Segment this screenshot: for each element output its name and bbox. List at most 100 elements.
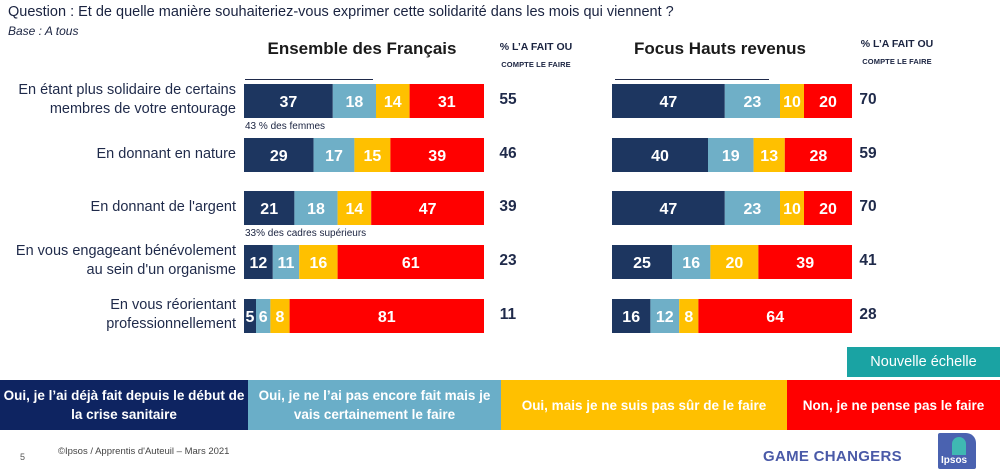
bar-segment bbox=[710, 245, 759, 279]
bar-segment bbox=[256, 299, 271, 333]
bar-value-label: 12 bbox=[250, 255, 268, 272]
bar-segment bbox=[612, 191, 725, 225]
bar-segment bbox=[753, 138, 785, 172]
total-value: 11 bbox=[499, 306, 517, 323]
annotation-women: 43 % des femmes bbox=[245, 121, 326, 132]
category-label-line: En vous réorientant bbox=[110, 297, 236, 313]
right-panel-title: Focus Hauts revenus bbox=[634, 39, 806, 58]
bar-value-label: 23 bbox=[744, 201, 762, 218]
bar-value-label: 37 bbox=[280, 94, 298, 111]
bar-segment bbox=[354, 138, 391, 172]
bar-segment bbox=[804, 84, 852, 118]
bar-value-label: 31 bbox=[438, 94, 456, 111]
bar-value-label: 16 bbox=[622, 309, 640, 326]
left-title-rule bbox=[245, 79, 373, 80]
bar-value-label: 20 bbox=[819, 94, 837, 111]
pct-header-line2: COMPTE LE FAIRE bbox=[862, 57, 932, 66]
category-label: En vous engageant bénévolement au sein d'… bbox=[0, 242, 236, 280]
game-changers-tagline: GAME CHANGERS bbox=[763, 448, 902, 465]
legend-label: Oui, je l’ai déjà fait depuis le début d… bbox=[3, 388, 245, 422]
bar-segment bbox=[409, 84, 484, 118]
bar-value-label: 12 bbox=[656, 309, 674, 326]
bar-segment bbox=[612, 299, 651, 333]
bar-value-label: 28 bbox=[810, 148, 828, 165]
bar-value-label: 23 bbox=[744, 94, 762, 111]
bar-value-label: 11 bbox=[278, 255, 295, 272]
total-value: 41 bbox=[859, 252, 877, 269]
ipsos-logo: Ipsos bbox=[938, 433, 976, 469]
bar-segment bbox=[780, 191, 804, 225]
total-value: 23 bbox=[499, 252, 517, 269]
copyright-text: ©Ipsos / Apprentis d'Auteuil – Mars 2021 bbox=[58, 446, 230, 457]
bar-segment bbox=[244, 191, 295, 225]
total-value: 46 bbox=[499, 145, 517, 162]
bar-value-label: 18 bbox=[346, 94, 364, 111]
bar-segment bbox=[332, 84, 376, 118]
bar-segment bbox=[679, 299, 699, 333]
bar-value-label: 8 bbox=[684, 309, 693, 326]
bar-value-label: 39 bbox=[796, 255, 814, 272]
bar-value-label: 6 bbox=[259, 309, 268, 326]
base-text: Base : A tous bbox=[8, 24, 79, 38]
bar-value-label: 25 bbox=[633, 255, 651, 272]
total-value: 55 bbox=[499, 91, 517, 108]
bar-segment bbox=[650, 299, 680, 333]
bar-segment bbox=[294, 191, 338, 225]
bar-segment bbox=[724, 84, 780, 118]
bar-segment bbox=[784, 138, 852, 172]
bar-segment bbox=[313, 138, 355, 172]
right-title-rule bbox=[615, 79, 769, 80]
pct-header-line2: COMPTE LE FAIRE bbox=[501, 60, 571, 69]
bar-value-label: 14 bbox=[384, 94, 402, 111]
legend-label: Oui, je ne l’ai pas encore fait mais je … bbox=[258, 388, 491, 422]
annotation-executives: 33% des cadres supérieurs bbox=[245, 228, 367, 239]
bar-segment bbox=[804, 191, 852, 225]
category-label: En étant plus solidaire de certains membr… bbox=[0, 81, 236, 119]
bar-segment bbox=[758, 245, 852, 279]
category-label-line: professionnellement bbox=[106, 316, 236, 332]
category-label-line: au sein d'un organisme bbox=[86, 262, 236, 278]
bar-segment bbox=[244, 84, 333, 118]
pct-header-line1: % L’A FAIT OU bbox=[860, 38, 934, 50]
left-pct-header: % L’A FAIT OU COMPTE LE FAIRE bbox=[481, 38, 591, 74]
bar-segment bbox=[244, 299, 256, 333]
bar-value-label: 5 bbox=[246, 309, 255, 326]
bar-value-label: 8 bbox=[276, 309, 285, 326]
bar-segment bbox=[244, 138, 314, 172]
legend-label: Oui, mais je ne suis pas sûr de le faire bbox=[521, 397, 767, 413]
bar-value-label: 17 bbox=[325, 148, 343, 165]
bar-segment bbox=[672, 245, 711, 279]
pct-header-line1: % L’A FAIT OU bbox=[499, 41, 573, 53]
bar-value-label: 15 bbox=[364, 148, 382, 165]
bar-value-label: 18 bbox=[307, 201, 325, 218]
category-label: En donnant en nature bbox=[0, 145, 236, 164]
question-text: Question : Et de quelle manière souhaite… bbox=[8, 4, 674, 20]
bar-segment bbox=[337, 245, 484, 279]
bar-value-label: 16 bbox=[682, 255, 700, 272]
bar-segment bbox=[371, 191, 484, 225]
bar-value-label: 47 bbox=[660, 94, 678, 111]
bar-value-label: 81 bbox=[378, 309, 396, 326]
new-scale-badge: Nouvelle échelle bbox=[847, 347, 1000, 377]
bar-value-label: 14 bbox=[346, 201, 364, 218]
bar-segment bbox=[376, 84, 410, 118]
bar-value-label: 13 bbox=[760, 148, 778, 165]
bar-value-label: 64 bbox=[766, 309, 784, 326]
bar-segment bbox=[289, 299, 484, 333]
bar-value-label: 20 bbox=[819, 201, 837, 218]
bar-value-label: 47 bbox=[419, 201, 437, 218]
category-label-line: En donnant de l'argent bbox=[90, 198, 236, 215]
bar-value-label: 21 bbox=[260, 201, 278, 218]
category-label: En vous réorientant professionnellement bbox=[0, 296, 236, 334]
bar-segment bbox=[390, 138, 484, 172]
total-value: 59 bbox=[859, 145, 877, 162]
bar-value-label: 47 bbox=[660, 201, 678, 218]
bar-segment bbox=[337, 191, 372, 225]
bar-value-label: 19 bbox=[722, 148, 740, 165]
legend: Oui, je l’ai déjà fait depuis le début d… bbox=[0, 380, 1000, 430]
legend-item-not-sure: Oui, mais je ne suis pas sûr de le faire bbox=[501, 380, 787, 430]
total-value: 70 bbox=[859, 91, 877, 108]
total-value: 39 bbox=[499, 198, 517, 215]
ipsos-logo-shape-icon bbox=[952, 437, 966, 455]
